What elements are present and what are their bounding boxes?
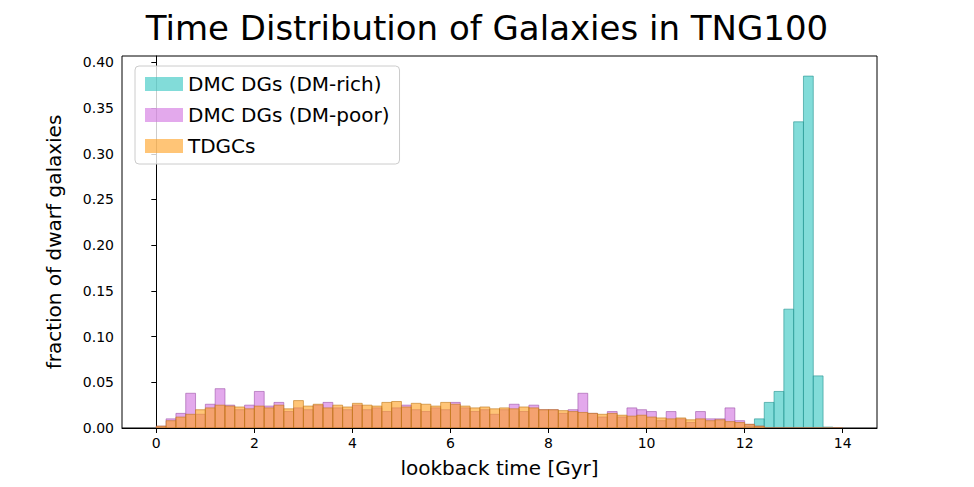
svg-text:0.35: 0.35 [83,100,114,116]
svg-text:0.05: 0.05 [83,374,114,390]
svg-text:0.20: 0.20 [83,237,114,253]
svg-text:4: 4 [348,435,357,451]
svg-text:0.40: 0.40 [83,54,114,70]
svg-text:0: 0 [152,435,161,451]
svg-text:TDGCs: TDGCs [187,134,256,158]
svg-text:14: 14 [834,435,852,451]
svg-text:0.10: 0.10 [83,329,114,345]
svg-text:DMC DGs (DM-rich): DMC DGs (DM-rich) [188,72,382,96]
svg-text:0.15: 0.15 [83,283,114,299]
svg-text:0.00: 0.00 [83,420,114,436]
svg-text:fraction of dwarf galaxies: fraction of dwarf galaxies [42,115,66,370]
svg-text:lookback time [Gyr]: lookback time [Gyr] [400,456,598,480]
svg-text:0.30: 0.30 [83,146,114,162]
svg-text:8: 8 [544,435,553,451]
svg-text:10: 10 [638,435,656,451]
svg-text:12: 12 [736,435,754,451]
svg-text:DMC DGs (DM-poor): DMC DGs (DM-poor) [188,103,390,127]
svg-text:6: 6 [446,435,455,451]
svg-text:Time Distribution of Galaxies: Time Distribution of Galaxies in TNG100 [145,8,828,48]
svg-text:0.25: 0.25 [83,191,114,207]
svg-text:2: 2 [250,435,259,451]
